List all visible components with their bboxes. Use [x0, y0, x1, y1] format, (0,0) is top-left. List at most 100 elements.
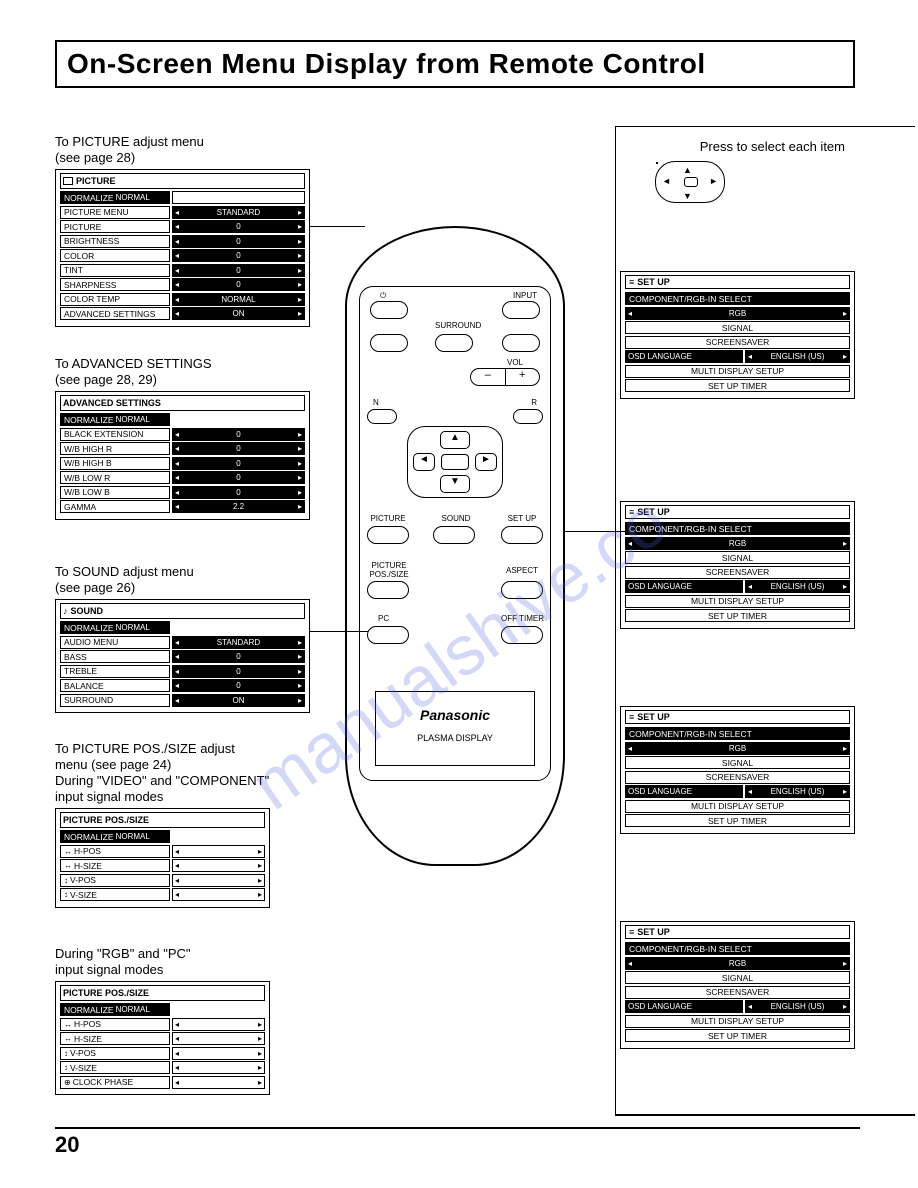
surround-button[interactable]	[435, 334, 473, 352]
setup-value[interactable]: ◂RGB▸	[625, 957, 850, 970]
menu-value[interactable]: ◂0▸	[172, 249, 305, 262]
menu-value[interactable]: ◂0▸	[172, 471, 305, 484]
setup-row[interactable]: SIGNAL	[625, 551, 850, 564]
mute-button[interactable]	[502, 334, 540, 352]
menu-value[interactable]	[172, 191, 305, 204]
menu-value[interactable]: ◂NORMAL▸	[172, 293, 305, 306]
menu-value[interactable]: ◂▸	[172, 1061, 265, 1074]
setup-row: OSD LANGUAGE ◂ENGLISH (US)▸	[625, 350, 850, 363]
setup-row: ◂RGB▸	[625, 307, 850, 320]
vol-down[interactable]: –	[471, 369, 506, 385]
pc-button[interactable]	[367, 626, 409, 644]
setup-value[interactable]: ◂RGB▸	[625, 537, 850, 550]
setup-row[interactable]: SET UP TIMER	[625, 609, 850, 622]
menu-value[interactable]: ◂▸	[172, 874, 265, 887]
setup-row[interactable]: MULTI DISPLAY SETUP	[625, 1015, 850, 1028]
menu-value[interactable]: ◂0▸	[172, 264, 305, 277]
setup-title: ≡ SET UP	[625, 505, 850, 519]
menu-row: TINT ◂0▸	[60, 264, 305, 277]
input-button[interactable]	[502, 301, 540, 319]
offtimer-button[interactable]	[501, 626, 543, 644]
menu-value[interactable]: ◂ON▸	[172, 694, 305, 707]
setup-row-label: COMPONENT/RGB-IN SELECT	[625, 727, 850, 740]
setup-row[interactable]: SET UP TIMER	[625, 814, 850, 827]
menu-value[interactable]: ◂0▸	[172, 650, 305, 663]
menu-label: SHARPNESS	[60, 278, 170, 291]
pos-size-a-menu: PICTURE POS./SIZE NORMALIZENORMAL ↔H-POS…	[55, 808, 270, 908]
menu-value[interactable]: ◂0▸	[172, 220, 305, 233]
menu-value[interactable]: ◂▸	[172, 888, 265, 901]
dpad-left[interactable]: ◄	[413, 453, 435, 471]
n-button[interactable]	[367, 409, 397, 424]
menu-value[interactable]: ◂0▸	[172, 235, 305, 248]
menu-value[interactable]: ◂▸	[172, 1032, 265, 1045]
setup-row[interactable]: SET UP TIMER	[625, 1029, 850, 1042]
menu-value[interactable]: ◂0▸	[172, 278, 305, 291]
dpad-up[interactable]: ▲	[440, 431, 470, 449]
setup-value[interactable]: ◂ENGLISH (US)▸	[745, 350, 850, 363]
menu-value[interactable]: ◂▸	[172, 1018, 265, 1031]
menu-label: ↕V-POS	[60, 874, 170, 887]
picture-button[interactable]	[367, 526, 409, 544]
page-title: On-Screen Menu Display from Remote Contr…	[67, 48, 843, 80]
aspect-button[interactable]	[501, 581, 543, 599]
menu-value[interactable]: ◂0▸	[172, 457, 305, 470]
setup-row[interactable]: SIGNAL	[625, 321, 850, 334]
volume-rocker[interactable]: – +	[470, 368, 540, 386]
aspect-btn-label: ASPECT	[503, 566, 541, 575]
setup-row[interactable]: SCREENSAVER	[625, 986, 850, 999]
setup-value[interactable]: ◂ENGLISH (US)▸	[745, 785, 850, 798]
menu-value[interactable]: ◂0▸	[172, 665, 305, 678]
setup-row[interactable]: MULTI DISPLAY SETUP	[625, 595, 850, 608]
dpad-down[interactable]: ▼	[440, 475, 470, 493]
setup-button[interactable]	[501, 526, 543, 544]
setup-row[interactable]: MULTI DISPLAY SETUP	[625, 365, 850, 378]
power-button[interactable]	[370, 301, 408, 319]
pos-size-button[interactable]	[367, 581, 409, 599]
picture-menu-block: To PICTURE adjust menu (see page 28) PIC…	[55, 134, 310, 327]
pos-size-b-block: During "RGB" and "PC" input signal modes…	[55, 946, 310, 1095]
menu-value[interactable]: ◂2.2▸	[172, 500, 305, 513]
setup-row[interactable]: SIGNAL	[625, 971, 850, 984]
menu-label: BASS	[60, 650, 170, 663]
menu-value[interactable]: ◂▸	[172, 859, 265, 872]
setup-row[interactable]: SET UP TIMER	[625, 379, 850, 392]
dpad-ok[interactable]	[441, 454, 469, 470]
setup-value[interactable]: ◂RGB▸	[625, 742, 850, 755]
menu-row: ADVANCED SETTINGS ◂ON▸	[60, 307, 305, 320]
setup-label: OSD LANGUAGE	[625, 580, 743, 593]
menu-value[interactable]: ◂▸	[172, 1047, 265, 1060]
pos-size-b-caption: During "RGB" and "PC" input signal modes	[55, 946, 310, 978]
recall-button[interactable]	[370, 334, 408, 352]
setup-value[interactable]: ◂ENGLISH (US)▸	[745, 1000, 850, 1013]
menu-value[interactable]: ◂▸	[172, 845, 265, 858]
setup-menu: ≡ SET UP COMPONENT/RGB-IN SELECT ◂RGB▸ S…	[620, 921, 855, 1049]
menu-value[interactable]: ◂0▸	[172, 442, 305, 455]
menu-value[interactable]: ◂▸	[172, 1076, 265, 1089]
setup-value[interactable]: ◂ENGLISH (US)▸	[745, 580, 850, 593]
setup-row[interactable]: SIGNAL	[625, 756, 850, 769]
menu-row: AUDIO MENU ◂STANDARD▸	[60, 636, 305, 649]
setup-row[interactable]: MULTI DISPLAY SETUP	[625, 800, 850, 813]
menu-value[interactable]: ◂0▸	[172, 679, 305, 692]
setup-row[interactable]: SCREENSAVER	[625, 771, 850, 784]
dpad-right[interactable]: ►	[475, 453, 497, 471]
sound-button[interactable]	[433, 526, 475, 544]
menu-value[interactable]: ◂ON▸	[172, 307, 305, 320]
menu-row: ⊕CLOCK PHASE ◂▸	[60, 1076, 265, 1089]
menu-value[interactable]: ◂0▸	[172, 486, 305, 499]
menu-row: ↕V-POS ◂▸	[60, 874, 265, 887]
r-button[interactable]	[513, 409, 543, 424]
menu-row: NORMALIZENORMAL	[60, 1003, 265, 1016]
menu-row: ↔H-SIZE ◂▸	[60, 859, 265, 872]
setup-value[interactable]: ◂RGB▸	[625, 307, 850, 320]
pos-size-a-caption: To PICTURE POS./SIZE adjust menu (see pa…	[55, 741, 320, 805]
vol-up[interactable]: +	[506, 369, 540, 385]
setup-row[interactable]: SCREENSAVER	[625, 336, 850, 349]
menu-row: ↔H-SIZE ◂▸	[60, 1032, 265, 1045]
setup-row[interactable]: SCREENSAVER	[625, 566, 850, 579]
menu-label: ↔H-SIZE	[60, 859, 170, 872]
menu-value[interactable]: ◂STANDARD▸	[172, 636, 305, 649]
menu-value[interactable]: ◂0▸	[172, 428, 305, 441]
menu-value[interactable]: ◂STANDARD▸	[172, 206, 305, 219]
